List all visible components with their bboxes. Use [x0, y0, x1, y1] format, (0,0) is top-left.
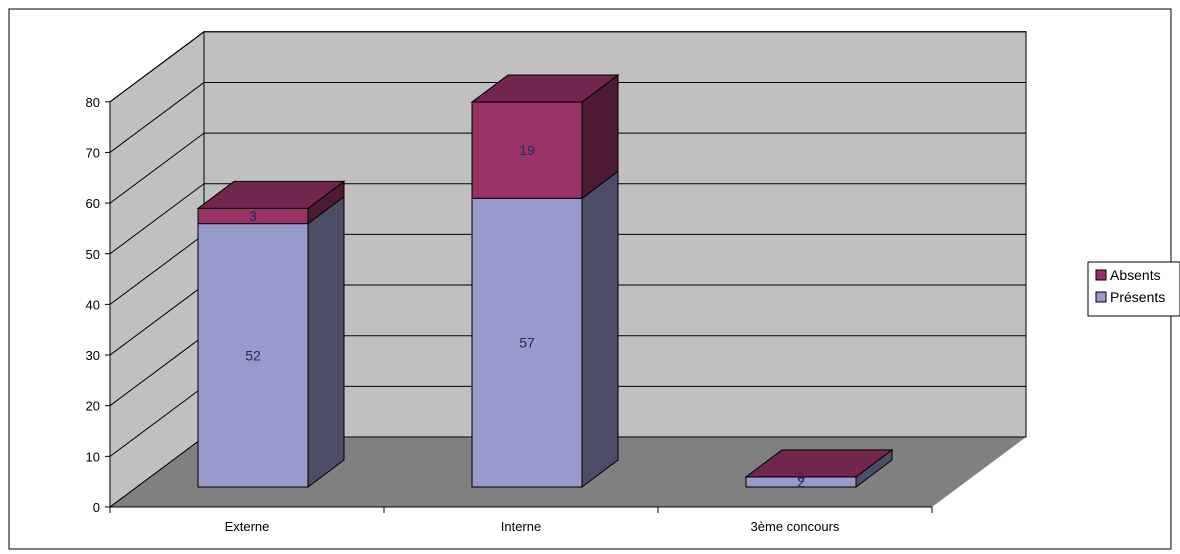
bar-top-face — [744, 449, 894, 478]
x-tick-label: 3ème concours — [751, 519, 840, 534]
y-tick-label: 70 — [86, 145, 100, 160]
y-tick-label: 60 — [86, 196, 100, 211]
bar-top-face — [470, 74, 620, 103]
bar-prsents-side — [307, 195, 345, 488]
y-tick-label: 0 — [93, 500, 100, 515]
bar-prsents-front — [471, 197, 583, 488]
y-tick-label: 10 — [86, 449, 100, 464]
bar-top-face — [196, 180, 346, 209]
data-label: 52 — [245, 347, 261, 363]
x-tick-label: Interne — [501, 519, 541, 534]
bar-absents-front — [471, 101, 583, 199]
gridline-side — [109, 233, 205, 305]
legend-label: Présents — [1110, 289, 1165, 305]
gridline-side — [109, 385, 205, 457]
gridline-side — [109, 335, 205, 407]
gridline-side — [109, 284, 205, 356]
bar-prsents-side — [581, 170, 619, 488]
data-label: 3 — [249, 208, 257, 224]
legend-swatch-absents — [1095, 269, 1107, 281]
data-label: 0 — [797, 469, 805, 485]
legend-label: Absents — [1110, 267, 1161, 283]
gridline-side — [109, 436, 205, 508]
gridline-side — [109, 31, 205, 103]
legend-swatch-prsents — [1095, 291, 1107, 303]
y-tick-label: 80 — [86, 95, 100, 110]
y-tick-label: 20 — [86, 399, 100, 414]
y-tick-label: 30 — [86, 348, 100, 363]
gridline-side — [109, 82, 205, 153]
x-tick-label: Externe — [225, 519, 270, 534]
y-tick-label: 40 — [86, 297, 100, 312]
gridline-side — [109, 132, 205, 204]
data-label: 2 — [797, 474, 805, 490]
gridline-side — [109, 183, 205, 255]
data-label: 19 — [519, 142, 535, 158]
y-tick-label: 50 — [86, 247, 100, 262]
data-label: 57 — [519, 335, 535, 351]
